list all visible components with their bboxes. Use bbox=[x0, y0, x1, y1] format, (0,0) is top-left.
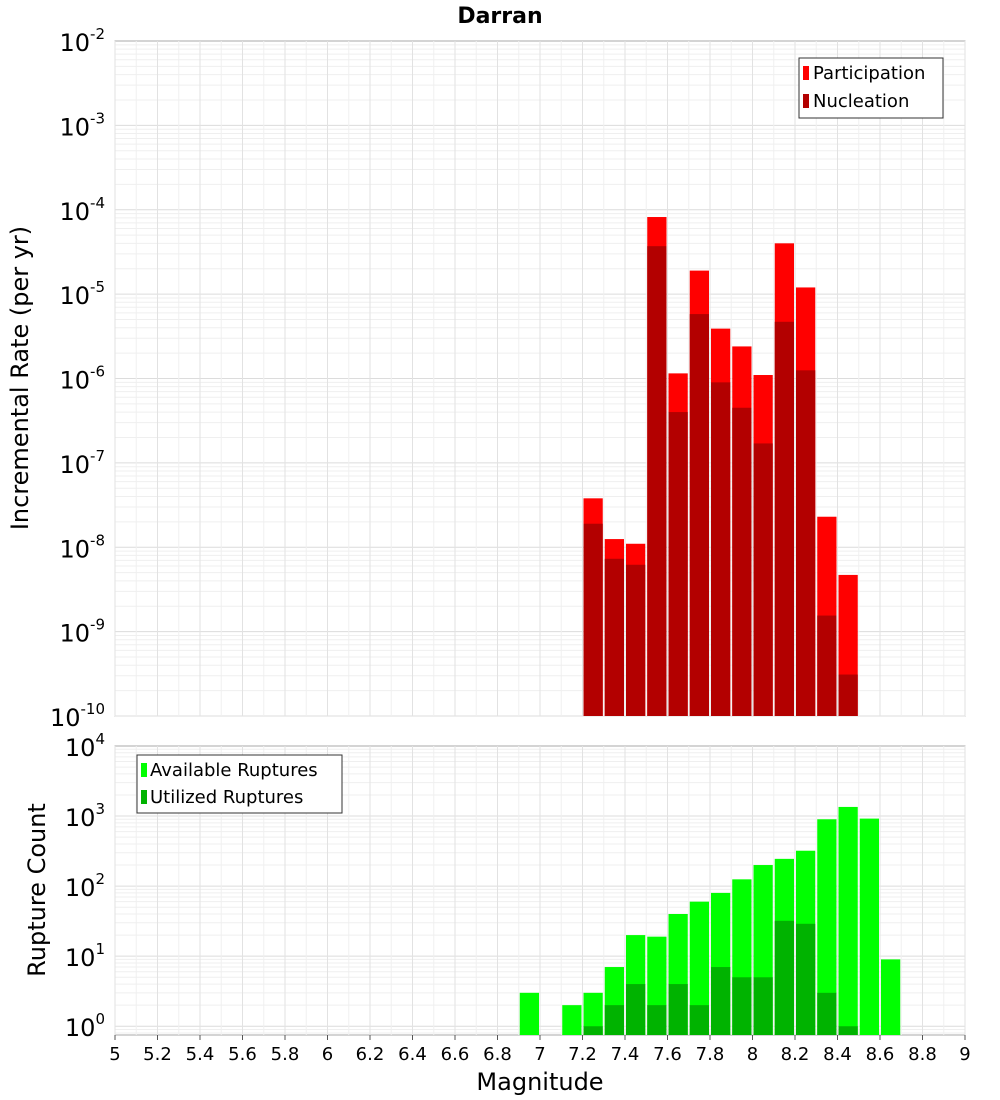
bar-available-ruptures bbox=[859, 818, 879, 1035]
x-tick-label: 5.8 bbox=[271, 1044, 300, 1065]
x-tick-label: 6 bbox=[322, 1044, 333, 1065]
bar-nucleation bbox=[626, 564, 646, 716]
x-tick-label: 6.6 bbox=[441, 1044, 470, 1065]
bar-available-ruptures bbox=[817, 819, 837, 1035]
y-tick-label: 10-9 bbox=[59, 616, 105, 648]
bar-utilized-ruptures bbox=[689, 1005, 709, 1035]
bar-utilized-ruptures bbox=[796, 923, 816, 1035]
y-tick-label: 10-3 bbox=[59, 109, 105, 141]
y-tick-label: 10-6 bbox=[59, 363, 105, 395]
bar-utilized-ruptures bbox=[711, 967, 731, 1035]
bar-utilized-ruptures bbox=[838, 1026, 858, 1035]
bar-nucleation bbox=[647, 246, 667, 716]
bottom-legend: Available Ruptures Utilized Ruptures bbox=[136, 754, 343, 814]
x-tick-label: 8.6 bbox=[866, 1044, 895, 1065]
bar-available-ruptures bbox=[689, 901, 709, 1035]
bar-nucleation bbox=[711, 382, 731, 716]
top-grid bbox=[114, 41, 966, 717]
bar-utilized-ruptures bbox=[604, 1005, 624, 1035]
bottom-bars bbox=[519, 806, 901, 1035]
x-tick-label: 6.8 bbox=[483, 1044, 512, 1065]
legend-label-available-ruptures: Available Ruptures bbox=[150, 760, 318, 781]
chart-title: Darran bbox=[457, 4, 542, 29]
top-y-ticks: 10-10 10-9 10-8 10-7 10-6 10-5 10-4 10-3 10-2 bbox=[50, 25, 105, 732]
x-tick-label: 7 bbox=[534, 1044, 545, 1065]
x-tick-label: 5.4 bbox=[186, 1044, 215, 1065]
top-panel: 10-10 10-9 10-8 10-7 10-6 10-5 10-4 10-3 10-2 In… bbox=[6, 25, 966, 732]
x-tick-label: 5.2 bbox=[143, 1044, 172, 1065]
x-tick-label: 8.4 bbox=[823, 1044, 852, 1065]
legend-swatch-nucleation bbox=[803, 94, 809, 108]
legend-label-utilized-ruptures: Utilized Ruptures bbox=[150, 787, 303, 808]
x-tick-label: 8.2 bbox=[781, 1044, 810, 1065]
x-tick-label: 7.8 bbox=[696, 1044, 725, 1065]
bar-utilized-ruptures bbox=[647, 1005, 667, 1035]
x-tick-label: 5.6 bbox=[228, 1044, 257, 1065]
x-tick-label: 8 bbox=[747, 1044, 758, 1065]
top-y-axis-title: Incremental Rate (per yr) bbox=[6, 226, 34, 530]
bar-nucleation bbox=[583, 523, 603, 716]
y-tick-label: 102 bbox=[65, 870, 105, 902]
top-bars bbox=[583, 217, 858, 717]
top-legend: Participation Nucleation bbox=[798, 57, 944, 119]
top-legend-box bbox=[798, 57, 944, 119]
bar-available-ruptures bbox=[519, 992, 539, 1035]
x-axis-title: Magnitude bbox=[476, 1068, 603, 1096]
bottom-y-ticks: 100 101 102 103 104 bbox=[65, 730, 105, 1042]
bottom-legend-box bbox=[136, 754, 343, 814]
x-tick-label: 6.2 bbox=[356, 1044, 385, 1065]
bar-nucleation bbox=[796, 370, 816, 716]
bottom-panel: 100 101 102 103 104 5 5.2 5.4 5.6 5.8 6 6.2 6.4 6.6 6… bbox=[23, 730, 971, 1096]
x-tick-label: 7.4 bbox=[611, 1044, 640, 1065]
legend-swatch-available-ruptures bbox=[141, 763, 147, 777]
legend-swatch-utilized-ruptures bbox=[141, 790, 147, 804]
bottom-y-axis-title: Rupture Count bbox=[23, 803, 51, 977]
y-tick-label: 104 bbox=[65, 730, 105, 762]
x-tick-label: 7.2 bbox=[568, 1044, 597, 1065]
y-tick-label: 100 bbox=[65, 1010, 105, 1042]
y-tick-label: 10-5 bbox=[59, 278, 105, 310]
bar-nucleation bbox=[774, 321, 794, 716]
legend-label-nucleation: Nucleation bbox=[813, 91, 909, 112]
x-tick-label: 7.6 bbox=[653, 1044, 682, 1065]
bar-nucleation bbox=[753, 443, 773, 716]
x-tick-label: 9 bbox=[959, 1044, 970, 1065]
y-tick-label: 10-7 bbox=[59, 447, 105, 479]
bar-nucleation bbox=[604, 558, 624, 716]
bar-utilized-ruptures bbox=[626, 984, 646, 1035]
bar-utilized-ruptures bbox=[817, 992, 837, 1035]
y-tick-label: 101 bbox=[65, 940, 105, 972]
bar-utilized-ruptures bbox=[732, 977, 752, 1035]
bar-nucleation bbox=[689, 314, 709, 716]
y-tick-label: 10-10 bbox=[50, 700, 105, 732]
x-tick-label: 6.4 bbox=[398, 1044, 427, 1065]
bar-available-ruptures bbox=[562, 1005, 582, 1035]
y-tick-label: 10-4 bbox=[59, 194, 105, 226]
x-tick-label: 8.8 bbox=[908, 1044, 937, 1065]
y-tick-label: 10-2 bbox=[59, 25, 105, 57]
bar-available-ruptures bbox=[881, 959, 901, 1035]
legend-label-participation: Participation bbox=[813, 63, 925, 84]
x-tick-label: 5 bbox=[109, 1044, 120, 1065]
legend-swatch-participation bbox=[803, 66, 809, 80]
y-tick-label: 103 bbox=[65, 800, 105, 832]
y-tick-label: 10-8 bbox=[59, 531, 105, 563]
bar-utilized-ruptures bbox=[583, 1026, 603, 1035]
bar-nucleation bbox=[817, 615, 837, 716]
bottom-grid bbox=[114, 746, 966, 1035]
bar-nucleation bbox=[732, 407, 752, 716]
bar-utilized-ruptures bbox=[774, 920, 794, 1035]
bar-utilized-ruptures bbox=[753, 977, 773, 1035]
bar-available-ruptures bbox=[583, 992, 603, 1035]
bar-utilized-ruptures bbox=[668, 984, 688, 1035]
bar-nucleation bbox=[838, 674, 858, 716]
x-ticks: 5 5.2 5.4 5.6 5.8 6 6.2 6.4 6.6 6.8 7 7.2 7.4 7.6 7.8 8… bbox=[109, 1035, 971, 1065]
bar-nucleation bbox=[668, 412, 688, 716]
bar-available-ruptures bbox=[838, 806, 858, 1035]
